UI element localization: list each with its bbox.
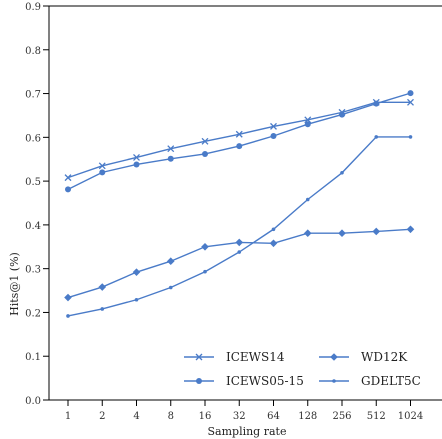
data-point-icews05-15 [202, 150, 208, 157]
x-tick-label: 16 [199, 411, 212, 422]
data-point-icews05-15 [236, 143, 243, 150]
data-point-icews05-15 [339, 111, 345, 118]
y-tick-label: 0.0 [25, 396, 41, 407]
y-axis-title: Hits@1 (%) [8, 252, 21, 316]
x-tick-label: 1 [65, 411, 71, 422]
legend-label: ICEWS14 [226, 350, 285, 364]
data-point-wd12k [98, 283, 107, 291]
data-point-icews14 [407, 98, 414, 106]
data-point-wd12k [201, 242, 209, 251]
data-point-wd12k [303, 229, 312, 238]
data-point-gdelt5c [305, 197, 310, 202]
series-line-gdelt5c [67, 136, 411, 317]
data-point-gdelt5c [271, 227, 276, 232]
data-point-icews05-15 [65, 186, 71, 193]
x-tick-label: 8 [168, 411, 174, 422]
legend-label: GDELT5C [361, 374, 421, 388]
y-tick-label: 0.7 [25, 90, 41, 101]
x-tick-label: 512 [367, 411, 386, 422]
data-point-wd12k [64, 293, 72, 302]
y-tick-label: 0.2 [25, 308, 41, 319]
y-tick-label: 0.4 [25, 221, 41, 232]
series-gdelt5c [66, 135, 413, 318]
legend-marker [330, 353, 338, 361]
y-tick-label: 0.6 [25, 133, 41, 144]
data-point-icews14 [133, 154, 140, 161]
series-wd12k [64, 225, 415, 302]
data-point-wd12k [269, 239, 278, 248]
y-tick-label: 0.1 [25, 352, 41, 363]
data-point-wd12k [235, 238, 244, 247]
data-point-gdelt5c [66, 314, 70, 318]
series-line-icews14 [67, 101, 411, 179]
legend: ICEWS14 ICEWS05-15 WD12K GDELT5C [184, 350, 421, 388]
legend-item-icews14: ICEWS14 [184, 350, 285, 364]
x-tick-label: 4 [133, 411, 139, 422]
data-point-gdelt5c [237, 250, 242, 254]
data-point-icews14 [98, 162, 106, 170]
legend-marker [332, 379, 336, 383]
x-tick-label: 64 [267, 411, 280, 422]
data-point-wd12k [372, 227, 381, 236]
y-tick-label: 0.3 [25, 265, 41, 276]
legend-item-gdelt5c: GDELT5C [319, 374, 421, 388]
y-tick-label: 0.8 [25, 46, 41, 57]
data-point-icews05-15 [99, 169, 106, 176]
legend-item-wd12k: WD12K [319, 350, 408, 364]
legend-marker [196, 378, 202, 384]
data-point-wd12k [338, 229, 346, 238]
axes [48, 5, 442, 401]
data-point-wd12k [166, 257, 175, 266]
data-point-icews05-15 [167, 155, 174, 162]
data-point-icews05-15 [133, 161, 140, 168]
x-axis-ticks: 1 2 4 8 16 32 64 128 256 512 1024 [65, 400, 423, 422]
data-point-icews05-15 [304, 121, 311, 128]
data-point-icews14 [235, 130, 243, 138]
data-point-wd12k [132, 268, 141, 276]
data-point-icews05-15 [407, 90, 414, 97]
data-point-gdelt5c [100, 307, 105, 311]
data-point-gdelt5c [340, 170, 344, 175]
data-point-icews05-15 [270, 133, 277, 140]
data-point-icews14 [201, 137, 209, 145]
data-point-gdelt5c [203, 269, 207, 274]
data-point-gdelt5c [408, 135, 413, 139]
series-icews05-15 [65, 90, 414, 193]
data-point-gdelt5c [374, 135, 379, 139]
legend-label: ICEWS05-15 [226, 374, 304, 388]
data-point-gdelt5c [168, 285, 173, 290]
x-tick-label: 32 [233, 411, 246, 422]
x-tick-label: 128 [298, 411, 317, 422]
y-axis-ticks: 0.0 0.1 0.2 0.3 0.4 0.5 0.6 0.7 0.8 0.9 [25, 2, 49, 407]
y-tick-label: 0.5 [25, 177, 41, 188]
x-axis-title: Sampling rate [208, 425, 287, 438]
data-point-icews14 [64, 174, 72, 182]
data-point-icews14 [304, 116, 312, 124]
data-point-icews14 [270, 122, 277, 130]
y-tick-label: 0.9 [25, 2, 41, 13]
x-tick-label: 256 [332, 411, 351, 422]
legend-item-icews05-15: ICEWS05-15 [184, 374, 304, 388]
legend-marker [195, 353, 203, 361]
data-point-wd12k [406, 225, 415, 234]
series-group [64, 90, 415, 318]
x-tick-label: 1024 [398, 411, 423, 422]
data-point-gdelt5c [134, 297, 139, 302]
x-tick-label: 2 [99, 411, 105, 422]
legend-label: WD12K [361, 350, 408, 364]
data-point-icews14 [167, 145, 175, 153]
data-point-icews05-15 [373, 100, 380, 107]
